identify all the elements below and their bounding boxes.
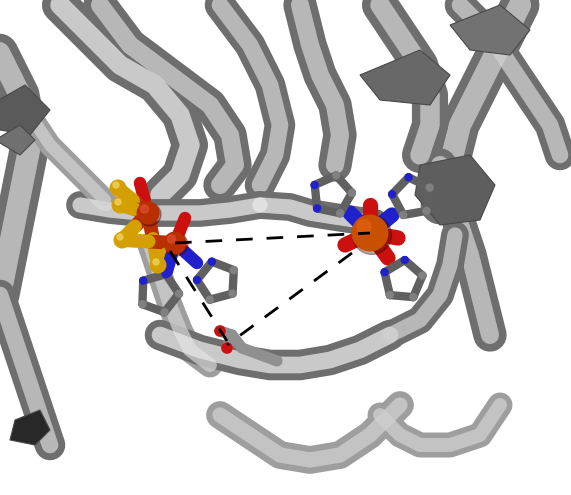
Circle shape [160, 308, 168, 316]
Circle shape [163, 232, 187, 254]
Circle shape [385, 291, 394, 299]
Circle shape [348, 189, 356, 197]
Circle shape [175, 290, 183, 298]
Circle shape [193, 276, 201, 284]
Circle shape [228, 290, 237, 298]
Circle shape [111, 197, 128, 213]
Circle shape [311, 181, 319, 189]
Polygon shape [360, 50, 450, 105]
Circle shape [380, 268, 389, 276]
Circle shape [404, 173, 413, 182]
Circle shape [117, 234, 123, 240]
Circle shape [409, 293, 417, 301]
Circle shape [208, 257, 216, 266]
Circle shape [336, 209, 344, 217]
Circle shape [206, 296, 214, 304]
Circle shape [221, 342, 233, 354]
Circle shape [136, 201, 159, 225]
Polygon shape [0, 85, 50, 135]
Circle shape [352, 215, 392, 254]
Circle shape [425, 184, 434, 192]
Circle shape [139, 277, 147, 285]
Circle shape [165, 233, 188, 256]
Circle shape [138, 203, 161, 226]
Polygon shape [450, 5, 530, 55]
Polygon shape [415, 155, 495, 225]
Circle shape [113, 182, 119, 188]
Circle shape [230, 266, 238, 274]
Circle shape [388, 190, 396, 198]
Circle shape [352, 214, 388, 251]
Circle shape [138, 300, 147, 308]
Circle shape [110, 180, 127, 197]
Circle shape [357, 219, 371, 234]
Circle shape [162, 270, 170, 278]
Circle shape [332, 171, 340, 180]
Circle shape [115, 199, 121, 205]
Circle shape [140, 205, 148, 213]
Circle shape [400, 256, 409, 264]
Circle shape [313, 204, 321, 212]
Circle shape [150, 256, 167, 274]
Circle shape [214, 325, 226, 337]
Circle shape [419, 271, 427, 280]
Circle shape [399, 211, 408, 219]
Circle shape [422, 207, 431, 215]
Circle shape [167, 235, 175, 243]
Circle shape [114, 232, 131, 248]
Circle shape [153, 259, 159, 265]
Polygon shape [0, 125, 35, 155]
Polygon shape [10, 410, 50, 445]
